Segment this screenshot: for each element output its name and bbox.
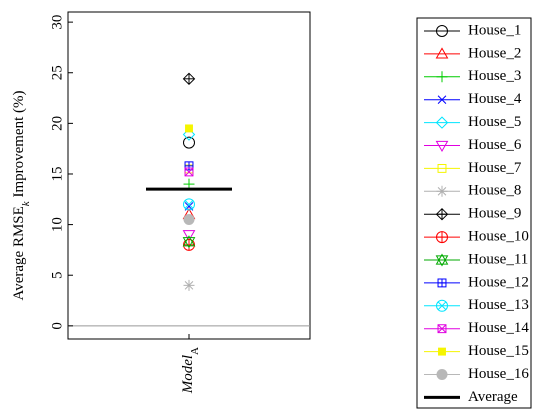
legend-label: House_9 xyxy=(468,206,521,222)
marker xyxy=(183,136,195,149)
legend-marker xyxy=(435,253,449,267)
legend-label: House_7 xyxy=(468,160,522,176)
y-axis-label-part: k xyxy=(20,200,32,206)
marker xyxy=(183,198,195,211)
marker-part xyxy=(438,347,446,356)
legend-marker xyxy=(437,95,447,105)
marker xyxy=(183,214,195,226)
legend-label: House_15 xyxy=(468,343,529,359)
marker xyxy=(184,167,194,177)
legend-marker xyxy=(435,116,449,129)
marker xyxy=(182,128,196,141)
y-tick-label: 0 xyxy=(49,322,65,330)
legend-label: House_14 xyxy=(468,320,529,336)
legend-label: House_12 xyxy=(468,274,529,290)
y-tick-label: 20 xyxy=(49,116,65,131)
y-tick-label: 5 xyxy=(49,271,65,279)
marker-part xyxy=(437,301,447,311)
legend-label: House_11 xyxy=(468,251,528,267)
legend-marker xyxy=(435,207,449,221)
y-tick-label: 30 xyxy=(49,15,65,30)
legend-marker xyxy=(437,163,447,173)
legend-marker xyxy=(436,25,448,37)
marker-part xyxy=(435,47,449,59)
marker-part xyxy=(437,278,447,288)
legend-marker xyxy=(438,347,446,356)
marker-part xyxy=(435,116,449,129)
legend-marker xyxy=(437,278,447,288)
y-tick-label: 10 xyxy=(49,217,65,232)
legend-marker xyxy=(435,140,449,153)
marker xyxy=(182,72,196,86)
marker-part xyxy=(182,128,196,141)
marker-part xyxy=(435,253,449,265)
marker-part xyxy=(184,167,194,177)
marker-part xyxy=(183,214,195,226)
x-tick-label: ModelA xyxy=(180,347,200,394)
marker xyxy=(185,124,193,133)
marker-part xyxy=(182,235,196,247)
legend-marker xyxy=(437,324,447,334)
legend-label: House_13 xyxy=(468,297,529,313)
marker-part xyxy=(436,25,448,37)
legend-label: House_2 xyxy=(468,45,521,61)
marker-part xyxy=(185,124,193,133)
legend-label: House_1 xyxy=(468,22,521,38)
marker-part xyxy=(435,140,449,153)
marker xyxy=(183,238,195,251)
legend-box xyxy=(416,17,532,409)
legend-label: House_10 xyxy=(468,229,529,245)
legend-label: House_3 xyxy=(468,68,521,84)
marker-part xyxy=(184,281,194,290)
legend-marker xyxy=(435,47,449,59)
legend-marker xyxy=(436,369,448,380)
y-axis-label-part: Improvement (%) xyxy=(11,91,27,202)
marker-part xyxy=(183,136,195,149)
legend-marker xyxy=(436,185,448,197)
marker xyxy=(182,230,196,242)
marker-part xyxy=(436,369,448,380)
legend-label: Average xyxy=(468,389,518,405)
marker xyxy=(182,235,196,249)
legend-label: House_5 xyxy=(468,114,521,130)
marker-part xyxy=(182,237,196,249)
x-tick-label-part: Model xyxy=(180,355,196,394)
marker-part xyxy=(437,95,447,105)
legend-label: House_4 xyxy=(468,91,522,107)
marker xyxy=(183,279,195,291)
marker-part xyxy=(437,186,447,196)
marker-part xyxy=(436,299,448,312)
legend-marker xyxy=(436,299,448,312)
y-axis-label: Average RMSEk Improvement (%) xyxy=(11,91,31,301)
marker-part xyxy=(437,324,447,334)
legend-label: House_16 xyxy=(468,366,529,382)
y-tick-label: 25 xyxy=(49,65,65,80)
marker-part xyxy=(183,198,195,211)
legend-label: House_6 xyxy=(468,137,522,153)
y-axis-label-part: Average RMSE xyxy=(11,206,27,300)
marker-part xyxy=(184,200,194,209)
marker-part xyxy=(437,163,447,173)
legend-marker xyxy=(436,231,448,244)
x-tick-label-part: A xyxy=(189,347,201,355)
marker-part xyxy=(182,230,196,242)
legend-marker xyxy=(436,71,448,83)
legend-label: House_8 xyxy=(468,183,521,199)
marker-part xyxy=(435,255,449,267)
y-tick-label: 15 xyxy=(49,166,65,181)
